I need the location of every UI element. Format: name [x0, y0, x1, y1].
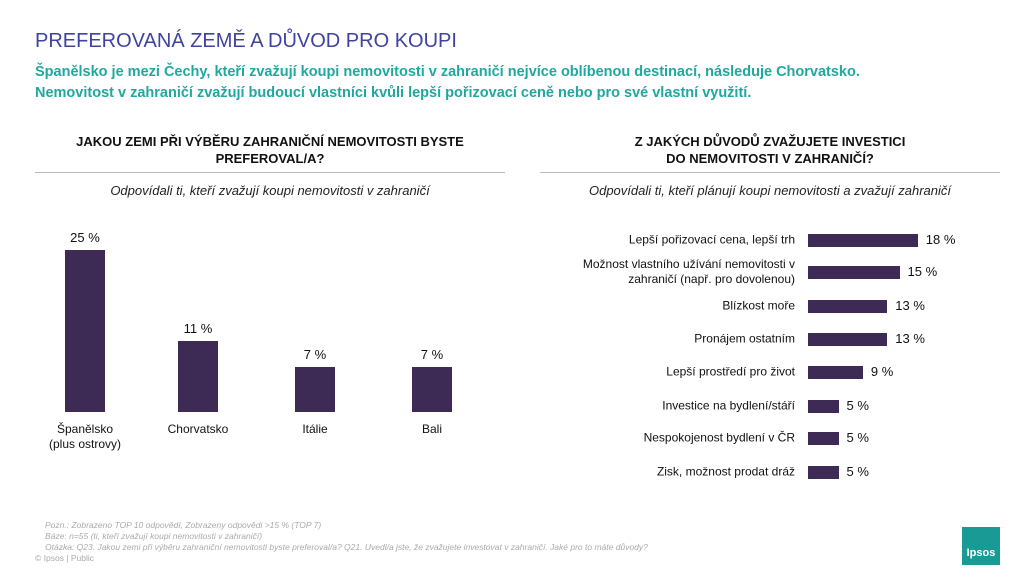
footnote: Báze: n=55 (ti, kteří zvažují koupi nemo… — [45, 531, 263, 541]
bar — [808, 233, 918, 247]
subtitle-line: Nemovitost v zahraničí zvažují budoucí v… — [35, 85, 752, 101]
category-label: Možnost vlastního užívání nemovitosti v … — [582, 257, 795, 286]
value-label: 15 % — [907, 264, 938, 279]
value-label: 5 % — [846, 464, 869, 479]
value-label: 7 % — [303, 346, 327, 362]
category-label: Lepší prostředí pro život — [666, 364, 795, 379]
bar — [808, 465, 839, 479]
footnote: © Ipsos | Public — [35, 553, 95, 563]
category-label: Chorvatsko — [167, 422, 229, 436]
value-label: 25 % — [70, 229, 100, 245]
chart-title: JAKOU ZEMI PŘI VÝBĚRU ZAHRANIČNÍ NEMOVIT… — [76, 134, 464, 166]
chart-subtitle: Odpovídali ti, kteří zvažují koupi nemov… — [110, 183, 430, 198]
separator — [35, 172, 505, 173]
logo: Ipsos — [962, 527, 1000, 565]
subtitle-line: Španělsko je mezi Čechy, kteří zvažují k… — [35, 64, 860, 80]
bar — [65, 249, 105, 412]
chart-subtitle: Odpovídali ti, kteří plánují koupi nemov… — [588, 183, 951, 198]
bar — [808, 299, 888, 313]
category-label: Pronájem ostatním — [694, 331, 795, 346]
category-label: Zisk, možnost prodat dráž — [656, 464, 795, 479]
bar — [808, 265, 900, 279]
category-label: Blízkost moře — [722, 298, 795, 313]
category-label: Nespokojenost bydlení v ČR — [643, 430, 795, 445]
bar — [295, 366, 335, 412]
value-label: 7 % — [420, 346, 444, 362]
value-label: 5 % — [846, 430, 869, 445]
category-label: Lepší pořizovací cena, lepší trh — [628, 232, 795, 247]
separator — [540, 172, 1000, 173]
bar — [808, 431, 839, 445]
bar — [412, 366, 452, 412]
value-label: 9 % — [870, 364, 894, 379]
slide-title: PREFEROVANÁ ZEMĚ A DŮVOD PRO KOUPI — [35, 30, 457, 52]
category-label: Španělsko (plus ostrovy) — [48, 422, 122, 451]
value-label: 11 % — [183, 320, 213, 336]
bar — [808, 399, 839, 413]
value-label: 13 % — [895, 298, 925, 313]
value-label: 13 % — [895, 331, 925, 346]
chart-title: Z JAKÝCH DŮVODŮ ZVAŽUJETE INVESTICI DO N… — [634, 134, 906, 166]
bar — [808, 365, 863, 379]
category-label: Investice na bydlení/stáří — [662, 398, 795, 413]
footnote: Pozn.: Zobrazeno TOP 10 odpovědí, Zobraz… — [45, 520, 322, 530]
value-label: 18 % — [925, 232, 956, 247]
footnote: Otázka: Q23. Jakou zemi při výběru zahra… — [45, 542, 648, 552]
category-label: Itálie — [302, 422, 328, 436]
bar — [178, 340, 218, 412]
value-label: 5 % — [846, 398, 869, 413]
bar — [808, 332, 888, 346]
category-label: Bali — [421, 422, 442, 436]
